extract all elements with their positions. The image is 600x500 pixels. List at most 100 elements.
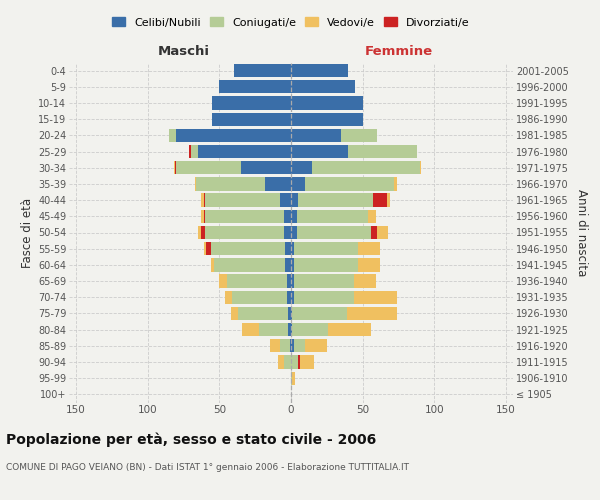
Bar bbox=[191, 145, 198, 158]
Bar bbox=[203, 242, 206, 256]
Bar bbox=[291, 161, 313, 174]
Bar bbox=[238, 307, 288, 320]
Bar bbox=[211, 258, 214, 272]
Bar bbox=[291, 258, 294, 272]
Bar bbox=[227, 274, 287, 287]
Bar bbox=[313, 161, 420, 174]
Bar bbox=[242, 323, 259, 336]
Bar bbox=[294, 339, 305, 352]
Bar bbox=[201, 226, 205, 239]
Text: Popolazione per età, sesso e stato civile - 2006: Popolazione per età, sesso e stato civil… bbox=[6, 432, 376, 447]
Bar bbox=[377, 226, 388, 239]
Bar bbox=[294, 290, 354, 304]
Bar bbox=[280, 194, 291, 207]
Bar bbox=[205, 210, 284, 223]
Bar bbox=[285, 242, 291, 256]
Bar bbox=[225, 290, 232, 304]
Bar bbox=[371, 226, 377, 239]
Bar bbox=[212, 96, 291, 110]
Text: COMUNE DI PAGO VEIANO (BN) - Dati ISTAT 1° gennaio 2006 - Elaborazione TUTTITALI: COMUNE DI PAGO VEIANO (BN) - Dati ISTAT … bbox=[6, 462, 409, 471]
Bar bbox=[231, 307, 238, 320]
Bar bbox=[291, 290, 294, 304]
Bar bbox=[305, 178, 394, 190]
Bar bbox=[287, 290, 291, 304]
Bar bbox=[291, 194, 298, 207]
Bar bbox=[211, 242, 285, 256]
Bar bbox=[173, 161, 175, 174]
Bar bbox=[291, 145, 348, 158]
Bar bbox=[291, 80, 355, 94]
Bar bbox=[290, 339, 291, 352]
Bar bbox=[195, 178, 196, 190]
Bar bbox=[387, 194, 390, 207]
Bar bbox=[176, 128, 291, 142]
Bar bbox=[291, 372, 292, 385]
Bar bbox=[284, 210, 291, 223]
Bar bbox=[347, 307, 397, 320]
Bar bbox=[205, 226, 284, 239]
Bar bbox=[176, 161, 241, 174]
Bar bbox=[294, 242, 358, 256]
Bar bbox=[285, 258, 291, 272]
Legend: Celibi/Nubili, Coniugati/e, Vedovi/e, Divorziati/e: Celibi/Nubili, Coniugati/e, Vedovi/e, Di… bbox=[112, 17, 470, 28]
Bar bbox=[288, 323, 291, 336]
Bar bbox=[269, 339, 280, 352]
Bar bbox=[232, 290, 287, 304]
Text: Maschi: Maschi bbox=[158, 44, 209, 58]
Bar bbox=[297, 226, 371, 239]
Bar bbox=[280, 339, 290, 352]
Bar bbox=[175, 161, 176, 174]
Bar bbox=[394, 178, 397, 190]
Bar bbox=[291, 178, 305, 190]
Bar bbox=[291, 226, 297, 239]
Bar bbox=[305, 339, 327, 352]
Bar bbox=[291, 307, 292, 320]
Bar bbox=[278, 356, 284, 368]
Bar bbox=[287, 274, 291, 287]
Bar bbox=[214, 258, 285, 272]
Bar bbox=[420, 161, 421, 174]
Bar bbox=[234, 64, 291, 77]
Bar bbox=[294, 274, 354, 287]
Bar bbox=[341, 128, 377, 142]
Bar bbox=[241, 161, 291, 174]
Bar bbox=[291, 210, 297, 223]
Bar bbox=[201, 194, 203, 207]
Bar bbox=[291, 96, 362, 110]
Bar bbox=[299, 356, 314, 368]
Bar bbox=[205, 194, 280, 207]
Bar bbox=[368, 210, 376, 223]
Y-axis label: Fasce di età: Fasce di età bbox=[20, 198, 34, 268]
Bar bbox=[198, 226, 201, 239]
Text: Femmine: Femmine bbox=[364, 44, 433, 58]
Bar bbox=[284, 356, 291, 368]
Bar bbox=[203, 210, 205, 223]
Bar bbox=[291, 323, 292, 336]
Bar bbox=[203, 194, 205, 207]
Bar bbox=[212, 112, 291, 126]
Bar bbox=[328, 323, 371, 336]
Bar bbox=[284, 226, 291, 239]
Bar bbox=[298, 194, 373, 207]
Bar bbox=[291, 356, 298, 368]
Y-axis label: Anni di nascita: Anni di nascita bbox=[575, 189, 588, 276]
Bar bbox=[291, 64, 348, 77]
Bar bbox=[169, 128, 176, 142]
Bar bbox=[298, 356, 299, 368]
Bar bbox=[358, 242, 380, 256]
Bar bbox=[291, 112, 362, 126]
Bar bbox=[291, 242, 294, 256]
Bar bbox=[196, 178, 265, 190]
Bar bbox=[206, 242, 211, 256]
Bar bbox=[291, 128, 341, 142]
Bar bbox=[358, 258, 380, 272]
Bar bbox=[265, 178, 291, 190]
Bar bbox=[288, 307, 291, 320]
Bar bbox=[291, 339, 294, 352]
Bar bbox=[354, 290, 397, 304]
Bar bbox=[292, 372, 295, 385]
Bar bbox=[297, 210, 368, 223]
Bar bbox=[220, 80, 291, 94]
Bar bbox=[373, 194, 387, 207]
Bar bbox=[259, 323, 288, 336]
